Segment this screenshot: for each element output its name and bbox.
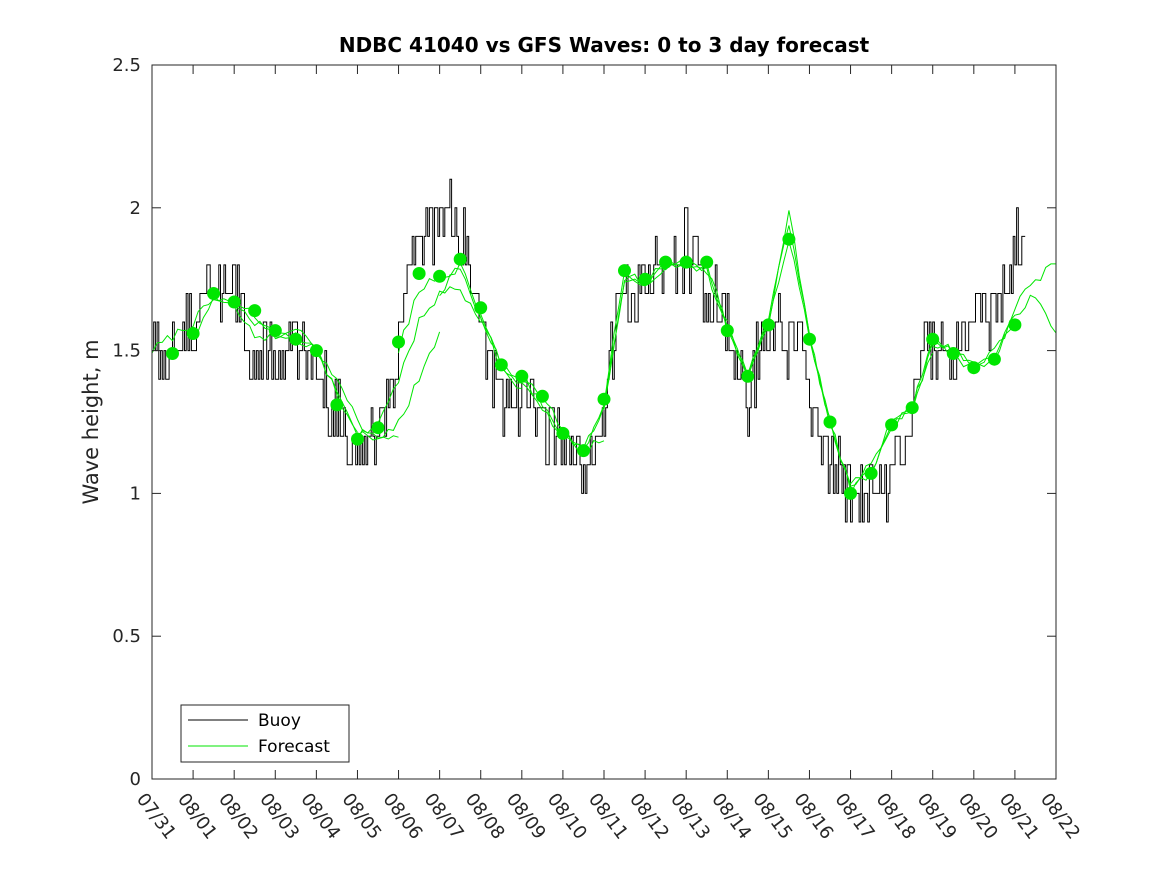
forecast-analysis-point <box>741 369 755 383</box>
forecast-analysis-point <box>535 389 549 403</box>
legend-box <box>180 704 350 763</box>
y-tick-label: 1.5 <box>112 341 141 362</box>
legend-forecast-label: Forecast <box>258 737 330 757</box>
forecast-analysis-point <box>577 444 590 458</box>
forecast-analysis-point <box>885 418 899 432</box>
forecast-analysis-point <box>392 335 405 349</box>
forecast-analysis-point <box>618 264 631 278</box>
forecast-analysis-point <box>844 486 857 500</box>
forecast-analysis-point <box>186 327 200 340</box>
forecast-analysis-point <box>905 401 919 415</box>
y-tick-label: 2 <box>130 198 141 219</box>
forecast-analysis-point <box>227 295 241 309</box>
forecast-analysis-point <box>782 232 796 246</box>
axis-ticks <box>151 64 1057 780</box>
y-tick-label: 0 <box>130 769 141 790</box>
forecast-analysis-point <box>638 272 652 286</box>
forecast-analysis-point <box>351 432 364 446</box>
forecast-analysis-point <box>987 352 1001 366</box>
forecast-analysis-point <box>946 347 960 360</box>
forecast-run-line <box>315 331 441 441</box>
forecast-analysis-point <box>1008 318 1022 332</box>
forecast-analysis-point <box>864 466 878 480</box>
forecast-analysis-point <box>412 267 426 280</box>
forecast-analysis-point <box>433 269 447 283</box>
forecast-analysis-point <box>371 421 385 435</box>
y-tick-label: 1 <box>130 483 141 504</box>
forecast-analysis-point <box>720 324 734 338</box>
forecast-analysis-point <box>679 255 693 269</box>
forecast-analysis-point <box>823 415 837 429</box>
forecast-analysis-point <box>659 255 673 269</box>
y-axis-label: Wave height, m <box>79 339 103 504</box>
forecast-analysis-dots <box>166 232 1022 500</box>
forecast-analysis-point <box>453 252 467 266</box>
forecast-analysis-point <box>289 332 303 346</box>
forecast-analysis-point <box>967 361 981 375</box>
y-tick-labels: 0 0.5 1 1.5 2 2.5 <box>112 55 141 790</box>
legend-buoy-label: Buoy <box>258 711 301 731</box>
forecast-analysis-point <box>474 301 488 315</box>
forecast-analysis-point <box>268 324 282 338</box>
forecast-analysis-point <box>926 332 940 346</box>
forecast-analysis-point <box>166 347 179 360</box>
y-tick-label: 0.5 <box>112 626 141 647</box>
forecast-analysis-point <box>761 318 775 332</box>
forecast-run-line <box>973 263 1056 367</box>
forecast-analysis-point <box>207 287 221 300</box>
y-tick-label: 2.5 <box>112 55 141 76</box>
forecast-analysis-point <box>597 392 611 406</box>
forecast-analysis-point <box>330 398 344 412</box>
forecast-analysis-point <box>515 369 529 383</box>
forecast-analysis-point <box>248 304 262 318</box>
forecast-analysis-point <box>803 332 816 346</box>
axes-box <box>151 64 1057 780</box>
forecast-analysis-point <box>309 344 323 358</box>
legend: Buoy Forecast <box>180 704 350 763</box>
forecast-analysis-point <box>700 255 714 269</box>
forecast-analysis-point <box>556 426 570 440</box>
forecast-analysis-point <box>494 358 508 372</box>
chart-title: NDBC 41040 vs GFS Waves: 0 to 3 day fore… <box>339 33 870 57</box>
